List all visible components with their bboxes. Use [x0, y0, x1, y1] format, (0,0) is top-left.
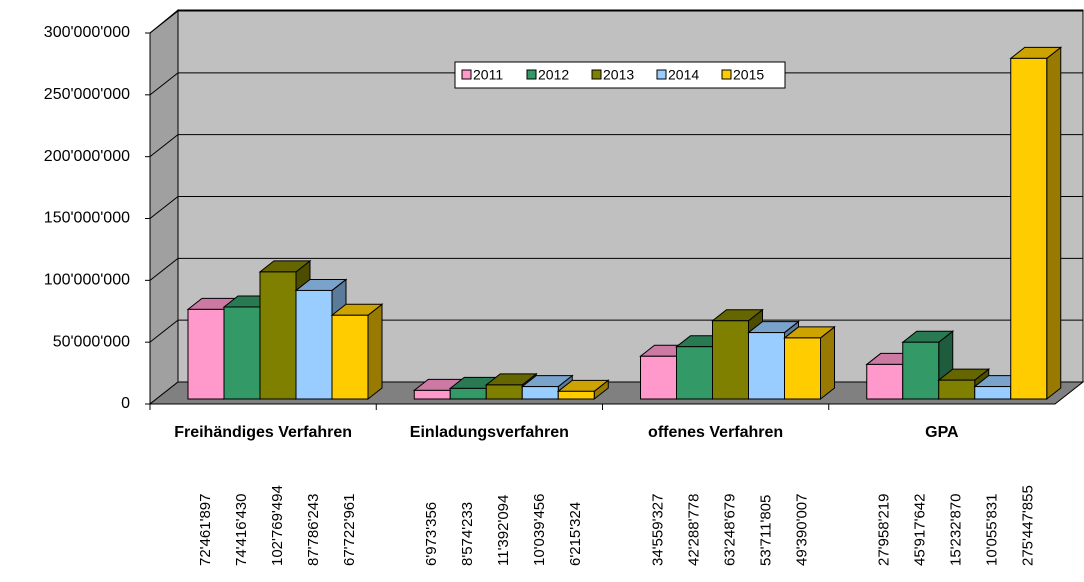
value-label: 42'288'778 — [685, 494, 702, 566]
grid — [145, 10, 1083, 410]
y-tick-label: 200'000'000 — [44, 148, 130, 165]
legend-label: 2015 — [733, 67, 764, 83]
value-label: 10'055'831 — [984, 494, 1001, 566]
bar-front — [485, 384, 523, 400]
bar-front — [223, 306, 261, 400]
grid-line — [149, 257, 1083, 281]
value-label: 15'232'870 — [948, 494, 965, 566]
y-tick-label: 100'000'000 — [44, 272, 130, 289]
bar-side — [820, 325, 835, 401]
value-label: 6'973'356 — [423, 502, 440, 566]
legend-swatch — [591, 69, 602, 80]
bar-front — [938, 379, 976, 400]
y-tick-label: 300'000'000 — [44, 24, 130, 41]
value-label: 49'390'007 — [793, 494, 810, 566]
legend-label: 2012 — [538, 67, 569, 83]
bar — [556, 379, 610, 401]
bar-front — [748, 332, 785, 400]
value-label: 27'958'219 — [876, 494, 893, 566]
bar — [1009, 46, 1063, 401]
value-label: 74'416'430 — [233, 494, 250, 566]
x-tick-label: Freihändiges Verfahren — [174, 424, 352, 441]
grid-line — [149, 196, 1083, 219]
legend-label: 2014 — [668, 67, 699, 83]
y-tick-label: 0 — [121, 395, 130, 412]
legend-swatch — [461, 69, 472, 80]
bar-front — [521, 386, 559, 400]
grid-line — [149, 319, 1083, 343]
x-tick-label: Einladungsverfahren — [410, 424, 569, 441]
value-label: 72'461'897 — [197, 494, 214, 566]
bar-front — [974, 386, 1012, 400]
y-tick-label: 150'000'000 — [44, 210, 130, 227]
value-label: 87'786'243 — [305, 494, 322, 566]
bar-front — [676, 346, 713, 400]
legend-label: 2011 — [473, 67, 503, 83]
bar-front — [413, 389, 451, 400]
legend-swatch — [526, 69, 537, 80]
value-label: 11'392'094 — [495, 495, 512, 566]
value-label: 45'917'642 — [912, 494, 929, 566]
bar-front — [784, 337, 821, 400]
value-label: 10'039'456 — [531, 494, 548, 566]
value-label: 6'215'324 — [567, 502, 584, 566]
legend-swatch — [656, 69, 667, 80]
bar-front — [331, 314, 369, 400]
value-label: 34'559'327 — [649, 494, 666, 566]
value-label: 8'574'233 — [459, 502, 476, 566]
grid-line — [149, 10, 1083, 34]
y-tick-label: 50'000'000 — [53, 333, 130, 350]
value-label: 275'447'855 — [1020, 485, 1037, 566]
bars — [186, 46, 1063, 401]
legend-label: 2013 — [603, 67, 634, 83]
bar-front — [1010, 57, 1048, 400]
legend: 2011 2012 2013 2014 2015 — [454, 61, 786, 89]
bar-side — [1046, 46, 1062, 401]
bar — [330, 303, 384, 401]
bar — [783, 325, 836, 401]
bar-side — [367, 303, 383, 401]
value-label: 67'722'961 — [341, 494, 358, 566]
grid-line — [149, 134, 1083, 158]
bar-front — [866, 363, 904, 400]
bar-front — [295, 289, 333, 400]
x-tick-label: offenes Verfahren — [648, 424, 783, 441]
bar-front — [902, 341, 940, 400]
floor — [148, 381, 1084, 405]
bar-front — [449, 387, 487, 400]
x-tick-label: GPA — [925, 424, 959, 441]
value-label: 63'248'679 — [721, 494, 738, 566]
legend-swatch — [721, 69, 732, 80]
value-label: 53'711'805 — [757, 495, 774, 566]
bar-front — [640, 355, 677, 400]
labels: 0 50'000'000 100'000'000 150'000'000 200'000… — [44, 24, 1037, 566]
bar-front — [259, 271, 297, 400]
bar-front — [712, 320, 749, 400]
y-tick-label: 250'000'000 — [44, 86, 130, 103]
value-label: 102'769'494 — [269, 485, 286, 566]
bar-front — [557, 390, 595, 400]
bar-front — [187, 308, 225, 400]
